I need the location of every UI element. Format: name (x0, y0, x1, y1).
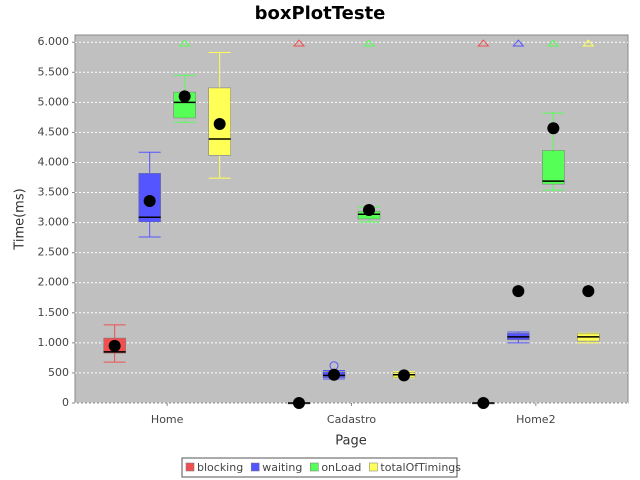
far-out-marker (362, 39, 376, 47)
legend-box (181, 457, 458, 478)
legend-label: totalOfTimings (380, 461, 461, 474)
x-tick-label: Cadastro (327, 413, 376, 426)
y-tick-label: 0 (62, 396, 69, 409)
chart-title: boxPlotTeste (255, 3, 386, 24)
legend-swatch (310, 462, 319, 472)
y-tick-label: 5.500 (38, 65, 70, 78)
mean (582, 285, 595, 298)
plot-area (74, 34, 629, 404)
legend-label: blocking (197, 461, 243, 474)
far-out-marker (292, 39, 306, 47)
far-out-marker (477, 39, 490, 47)
legend-swatch (369, 462, 378, 472)
far-out-marker (512, 39, 525, 47)
mean (143, 194, 156, 207)
mean (477, 397, 490, 409)
mean (178, 90, 191, 103)
mean (363, 203, 375, 216)
mean (328, 368, 340, 381)
legend-swatch (185, 462, 195, 472)
box (542, 150, 565, 185)
mean (398, 369, 410, 382)
far-out-marker (547, 39, 560, 47)
y-tick-label: 3.000 (38, 216, 70, 229)
far-out-marker (178, 39, 191, 47)
y-tick-label: 500 (48, 366, 69, 379)
legend-label: waiting (262, 461, 302, 474)
y-tick-label: 1.000 (38, 336, 70, 349)
y-tick-label: 3.500 (38, 186, 70, 199)
y-tick-label: 4.000 (38, 155, 70, 168)
y-tick-label: 5.000 (38, 95, 70, 108)
mean (108, 339, 121, 352)
legend-swatch (250, 462, 260, 472)
x-tick-label: Home2 (516, 413, 555, 426)
y-axis-label: Time(ms) (13, 188, 28, 250)
y-tick-label: 2.000 (38, 276, 70, 289)
y-tick-label: 4.500 (38, 125, 70, 138)
legend-label: onLoad (321, 461, 361, 474)
mean (512, 285, 525, 298)
y-tick-label: 6.000 (38, 35, 70, 48)
mean (547, 122, 560, 135)
y-tick-label: 2.500 (38, 246, 70, 259)
mean (213, 117, 226, 130)
y-tick-label: 1.500 (38, 306, 70, 319)
far-out-marker (582, 39, 595, 47)
x-tick-label: Home (151, 413, 184, 426)
x-axis-label: Page (335, 434, 366, 449)
mean (293, 397, 305, 409)
